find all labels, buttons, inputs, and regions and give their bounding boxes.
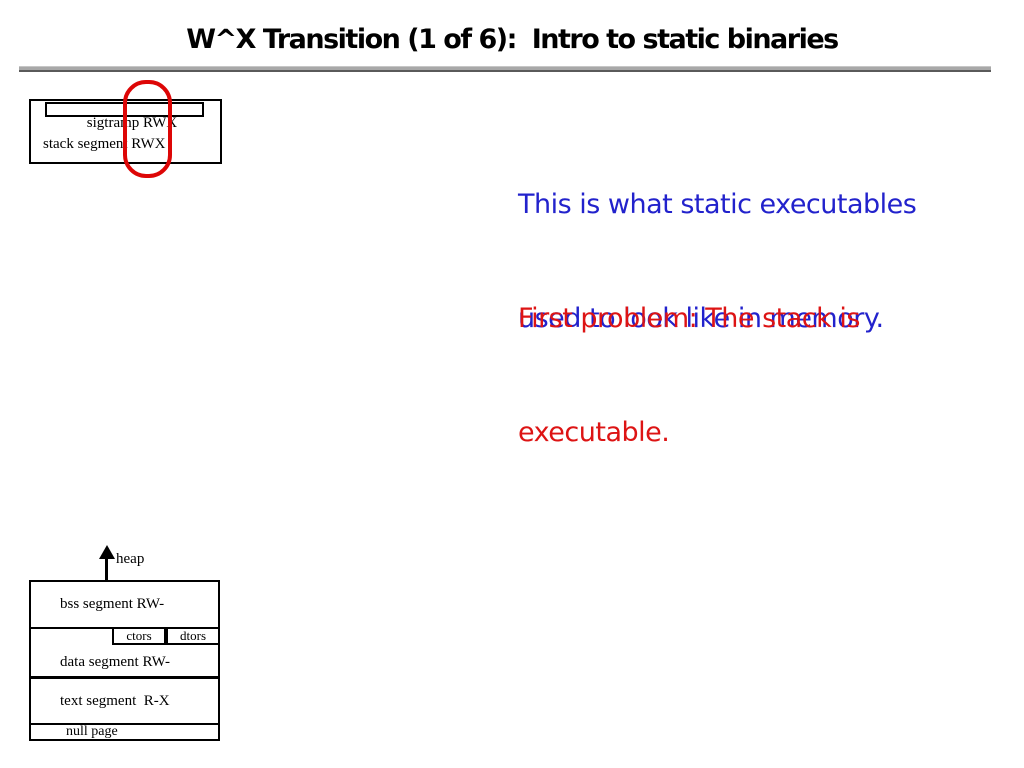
slide-title: W^X Transition (1 of 6): Intro to static… (186, 24, 839, 55)
null-page-row: null page (66, 724, 118, 739)
divider-text-null (31, 723, 218, 725)
heap-arrow-icon (99, 545, 115, 559)
bss-segment-row: bss segment RW- (60, 596, 165, 612)
stack-segment-label: stack segment RWX (43, 136, 166, 152)
note-blue-line-1: This is what static executables (518, 189, 917, 220)
note-red-line-2: executable. (518, 417, 670, 448)
heap-arrow-stem (105, 557, 108, 581)
title-separator (19, 66, 991, 72)
rwx-highlight-ellipse (123, 80, 172, 178)
memory-layout-box: bss segment RW- ctors dtors data segment… (29, 580, 220, 741)
text-segment-row: text segment R-X (60, 693, 170, 709)
data-segment-row: data segment RW- (60, 654, 170, 670)
ctors-box: ctors (112, 627, 166, 645)
note-red-line-1: First problem: The stack is (518, 303, 860, 334)
heap-label: heap (116, 551, 145, 567)
note-blue-line-2: used to look like in memory. (518, 303, 884, 334)
divider-data-text (31, 676, 218, 679)
note-blue-text: This is what static executables used to … (518, 110, 917, 414)
dtors-box: dtors (166, 627, 220, 645)
note-red-text: First problem: The stack is executable. (518, 224, 860, 528)
